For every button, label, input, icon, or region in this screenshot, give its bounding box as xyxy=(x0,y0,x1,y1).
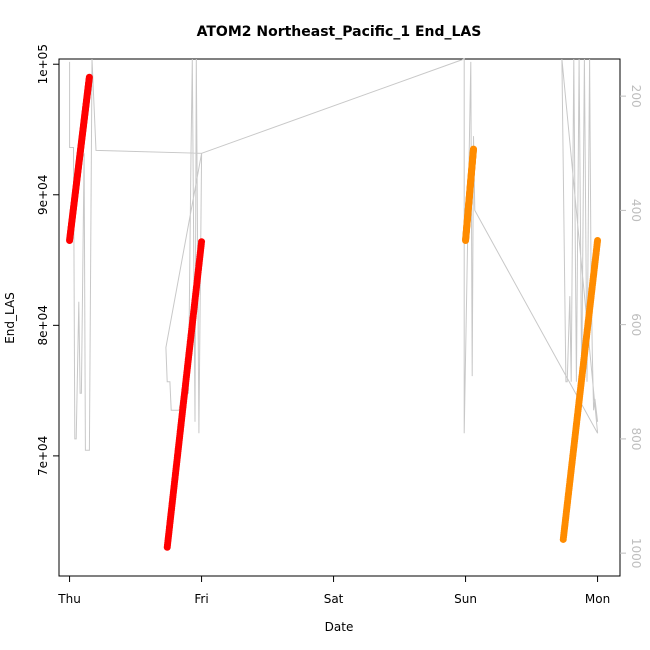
y-axis-label: End_LAS xyxy=(3,292,17,344)
data-point xyxy=(469,145,477,153)
secondary-y-axis: 200 400 600 800 1000 xyxy=(620,85,643,569)
series-2-segment-1 xyxy=(462,145,477,244)
data-point xyxy=(594,236,602,244)
x-tick-label: Fri xyxy=(194,592,208,606)
y2-tick-label: 200 xyxy=(629,85,643,108)
secondary-layer xyxy=(69,58,599,451)
y-tick-label: 9e+04 xyxy=(36,175,50,215)
x-axis-label: Date xyxy=(325,620,354,634)
y2-tick-label: 1000 xyxy=(629,538,643,569)
x-tick-label: Mon xyxy=(585,592,610,606)
series-2-segment-2 xyxy=(559,236,602,543)
y-axis: 7e+04 8e+04 9e+04 1e+05 xyxy=(36,44,59,476)
x-tick-label: Thu xyxy=(57,592,81,606)
series-1-segment-2 xyxy=(163,238,206,551)
x-tick-label: Sun xyxy=(454,592,477,606)
y-tick-label: 8e+04 xyxy=(36,305,50,345)
series-layer xyxy=(66,73,602,551)
y2-tick-label: 400 xyxy=(629,199,643,222)
x-axis: Thu Fri Sat Sun Mon xyxy=(57,576,610,606)
x-tick-label: Sat xyxy=(324,592,344,606)
y2-tick-label: 600 xyxy=(629,313,643,336)
plot-area xyxy=(58,58,621,577)
data-point xyxy=(198,238,206,246)
y-tick-label: 1e+05 xyxy=(36,44,50,84)
data-point xyxy=(85,73,93,81)
series-1-segment-1 xyxy=(66,73,93,244)
secondary-series-line xyxy=(69,58,599,451)
chart-title: ATOM2 Northeast_Pacific_1 End_LAS xyxy=(197,24,482,40)
y2-tick-label: 800 xyxy=(629,427,643,450)
y-tick-label: 7e+04 xyxy=(36,436,50,476)
